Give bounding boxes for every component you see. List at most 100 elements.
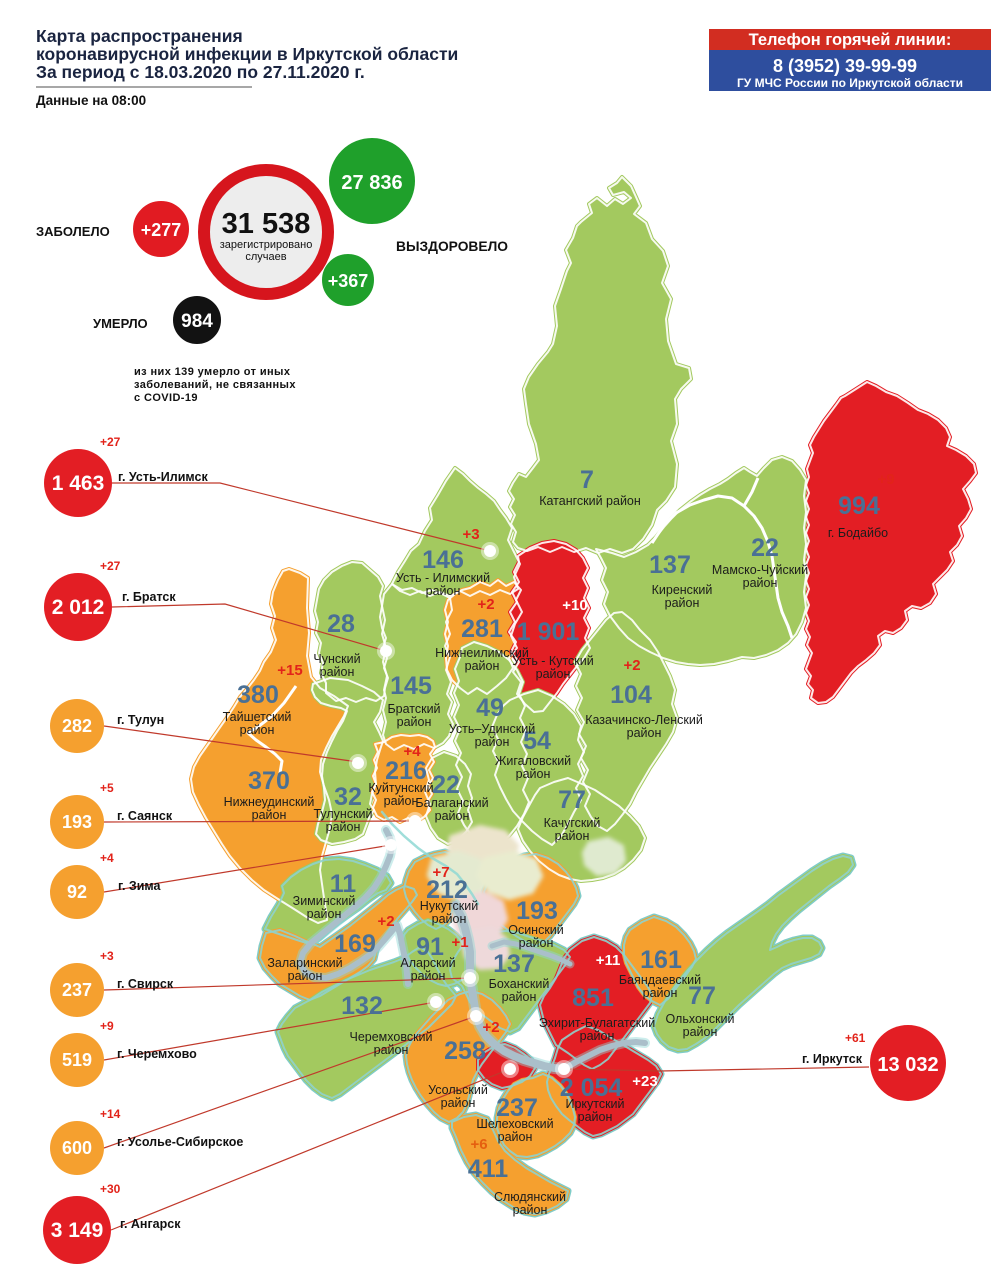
- svg-text:Заларинский: Заларинский: [267, 956, 342, 970]
- svg-text:145: 145: [390, 672, 432, 700]
- svg-text:Данные на 08:00: Данные на 08:00: [36, 93, 146, 108]
- svg-text:+3: +3: [462, 526, 479, 543]
- svg-text:27 836: 27 836: [341, 172, 402, 194]
- svg-text:район: район: [519, 936, 554, 950]
- svg-text:282: 282: [62, 716, 92, 736]
- svg-text:519: 519: [62, 1050, 92, 1070]
- svg-text:район: район: [502, 990, 537, 1004]
- svg-text:район: район: [516, 767, 551, 781]
- svg-text:район: район: [513, 1203, 548, 1217]
- svg-text:137: 137: [649, 551, 691, 579]
- svg-text:411: 411: [468, 1155, 508, 1183]
- svg-text:Нижнеудинский: Нижнеудинский: [224, 795, 315, 809]
- svg-text:район: район: [536, 667, 571, 681]
- svg-text:+5: +5: [100, 781, 114, 795]
- svg-text:22: 22: [432, 771, 460, 799]
- svg-text:193: 193: [516, 897, 558, 925]
- svg-text:район: район: [665, 596, 700, 610]
- svg-text:380: 380: [237, 681, 279, 709]
- svg-text:район: район: [498, 1130, 533, 1144]
- svg-text:коронавирусной инфекции в Ирку: коронавирусной инфекции в Иркутской обла…: [36, 44, 458, 64]
- svg-text:984: 984: [181, 311, 213, 332]
- svg-text:851: 851: [572, 984, 614, 1012]
- svg-text:32: 32: [334, 783, 362, 811]
- svg-text:район: район: [435, 809, 470, 823]
- svg-text:+277: +277: [141, 220, 182, 240]
- svg-text:район: район: [288, 969, 323, 983]
- svg-text:+27: +27: [100, 435, 121, 449]
- svg-text:Нижнеилимский: Нижнеилимский: [435, 646, 529, 660]
- svg-text:ГУ МЧС России по Иркутской обл: ГУ МЧС России по Иркутской области: [737, 76, 963, 90]
- svg-text:район: район: [475, 735, 510, 749]
- svg-text:Осинский: Осинский: [508, 923, 564, 937]
- svg-text:Ольхонский: Ольхонский: [665, 1012, 734, 1026]
- svg-text:Черемховский: Черемховский: [349, 1030, 432, 1044]
- svg-text:район: район: [683, 1025, 718, 1039]
- svg-text:Чунский: Чунский: [313, 652, 360, 666]
- svg-text:+2: +2: [377, 913, 394, 930]
- svg-text:Эхирит-Булагатский: Эхирит-Булагатский: [539, 1016, 655, 1030]
- svg-text:район: район: [465, 659, 500, 673]
- svg-text:212: 212: [426, 876, 468, 904]
- svg-text:Карта распространения: Карта распространения: [36, 26, 243, 46]
- svg-text:заболеваний, не связанных: заболеваний, не связанных: [134, 379, 296, 391]
- svg-text:+3: +3: [100, 949, 114, 963]
- svg-text:район: район: [374, 1043, 409, 1057]
- svg-text:ЗАБОЛЕЛО: ЗАБОЛЕЛО: [36, 224, 110, 239]
- svg-text:31 538: 31 538: [222, 208, 311, 240]
- svg-text:237: 237: [62, 980, 92, 1000]
- svg-text:+9: +9: [877, 471, 894, 488]
- svg-text:1 901: 1 901: [517, 618, 580, 646]
- svg-text:+7: +7: [432, 864, 449, 881]
- svg-text:Братский: Братский: [387, 702, 440, 716]
- svg-text:+27: +27: [100, 559, 121, 573]
- svg-text:район: район: [326, 820, 361, 834]
- svg-text:Тулунский: Тулунский: [313, 807, 372, 821]
- svg-text:район: район: [411, 969, 446, 983]
- svg-text:77: 77: [688, 982, 716, 1010]
- svg-text:район: район: [320, 665, 355, 679]
- svg-text:+2: +2: [482, 1019, 499, 1036]
- svg-text:район: район: [441, 1096, 476, 1110]
- svg-text:УМЕРЛО: УМЕРЛО: [93, 316, 148, 331]
- svg-text:Усть - Илимский: Усть - Илимский: [396, 571, 490, 585]
- svg-text:За период с 18.03.2020 по 27.1: За период с 18.03.2020 по 27.11.2020 г.: [36, 62, 365, 82]
- svg-text:146: 146: [422, 546, 464, 574]
- svg-text:193: 193: [62, 812, 92, 832]
- svg-text:+1: +1: [451, 934, 468, 951]
- svg-text:216: 216: [385, 757, 427, 785]
- svg-text:2 054: 2 054: [560, 1074, 623, 1102]
- svg-text:+30: +30: [100, 1182, 121, 1196]
- svg-text:169: 169: [334, 930, 376, 958]
- svg-text:22: 22: [751, 534, 779, 562]
- svg-text:+23: +23: [632, 1073, 657, 1090]
- svg-text:Аларский: Аларский: [400, 956, 455, 970]
- svg-text:49: 49: [476, 694, 504, 722]
- svg-text:зарегистрировано: зарегистрировано: [220, 239, 313, 251]
- svg-text:Балаганский: Балаганский: [415, 796, 488, 810]
- svg-text:г. Черемхово: г. Черемхово: [117, 1047, 197, 1061]
- svg-text:Слюдянский: Слюдянский: [494, 1190, 566, 1204]
- svg-text:+15: +15: [277, 662, 302, 679]
- svg-text:+6: +6: [470, 1136, 487, 1153]
- svg-text:370: 370: [248, 767, 290, 795]
- svg-text:Мамско-Чуйский: Мамско-Чуйский: [712, 563, 808, 577]
- svg-text:1 463: 1 463: [52, 472, 105, 495]
- svg-text:Киренский: Киренский: [652, 583, 713, 597]
- svg-text:13 032: 13 032: [877, 1054, 938, 1076]
- svg-text:Усть–Удинский: Усть–Удинский: [449, 722, 535, 736]
- svg-text:район: район: [240, 723, 275, 737]
- svg-text:91: 91: [416, 933, 444, 961]
- svg-text:район: район: [643, 986, 678, 1000]
- svg-text:161: 161: [640, 946, 682, 974]
- svg-text:г. Иркутск: г. Иркутск: [802, 1052, 863, 1066]
- svg-text:район: район: [743, 576, 778, 590]
- svg-text:район: район: [555, 829, 590, 843]
- svg-text:Куйтунский: Куйтунский: [368, 781, 433, 795]
- svg-text:г. Саянск: г. Саянск: [117, 809, 173, 823]
- svg-text:район: район: [432, 912, 467, 926]
- svg-text:281: 281: [461, 615, 503, 643]
- svg-text:+14: +14: [100, 1107, 121, 1121]
- svg-text:г. Ангарск: г. Ангарск: [120, 1217, 181, 1231]
- svg-text:+2: +2: [623, 657, 640, 674]
